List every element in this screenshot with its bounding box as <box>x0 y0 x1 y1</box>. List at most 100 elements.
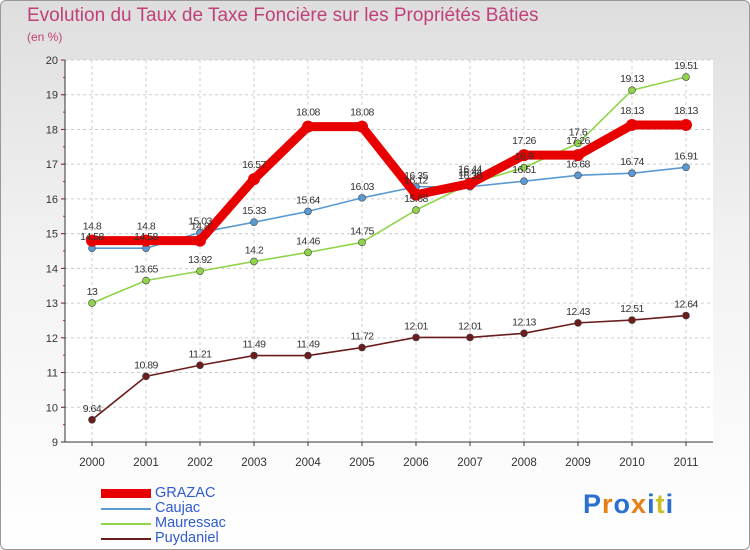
grid <box>65 59 713 442</box>
legend-label: Puydaniel <box>155 530 219 546</box>
data-label-mauressac: 14.2 <box>245 244 264 256</box>
data-point-caujac <box>574 171 582 180</box>
data-point-grazac <box>356 120 368 133</box>
data-label-grazac: 18.13 <box>674 105 698 117</box>
logo-letter: i <box>647 489 656 519</box>
y-tick-label: 19 <box>46 90 58 102</box>
data-point-caujac <box>304 207 312 216</box>
legend-label: GRAZAC <box>155 485 216 501</box>
legend-swatch <box>101 538 151 540</box>
data-label-mauressac: 17.6 <box>569 126 588 138</box>
y-tick-label: 18 <box>46 124 58 136</box>
legend-swatch <box>101 523 151 525</box>
data-label-puydaniel: 9.64 <box>83 403 102 415</box>
chart-title: Evolution du Taux de Taxe Foncière sur l… <box>27 5 539 26</box>
x-tick-label: 2004 <box>295 457 321 469</box>
y-tick-label: 16 <box>46 194 58 206</box>
legend-label: Mauressac <box>155 515 226 531</box>
data-point-caujac <box>250 218 258 226</box>
data-point-mauressac <box>520 163 528 172</box>
data-label-caujac: 14.58 <box>80 231 104 243</box>
axes: 9 10 11 12 13 14 15 16 17 18 19 20 2000 2001 2002 2003 2… <box>46 55 713 469</box>
data-label-puydaniel: 11.21 <box>189 348 213 360</box>
data-point-mauressac <box>142 276 150 285</box>
y-tick-label: 13 <box>46 298 58 310</box>
data-point-puydaniel <box>358 343 366 352</box>
data-label-puydaniel: 12.13 <box>512 316 536 328</box>
data-point-puydaniel <box>304 351 312 360</box>
data-label-puydaniel: 12.01 <box>458 320 482 332</box>
data-label-mauressac: 14.75 <box>350 225 374 237</box>
y-tick-label: 12 <box>46 333 58 345</box>
data-point-grazac <box>140 234 152 247</box>
data-point-mauressac <box>412 206 420 214</box>
x-tick-label: 2009 <box>565 457 591 469</box>
data-label-puydaniel: 11.49 <box>243 339 267 351</box>
data-point-mauressac <box>682 73 690 81</box>
data-label-mauressac: 16.9 <box>515 151 534 163</box>
series-line-puydaniel <box>91 314 687 421</box>
data-point-grazac <box>86 234 98 247</box>
data-label-grazac: 18.08 <box>350 107 374 119</box>
data-point-puydaniel <box>520 329 528 338</box>
proxiti-logo: Proxiti <box>583 489 674 520</box>
y-tick-label: 10 <box>46 402 58 414</box>
data-label-puydaniel: 12.51 <box>620 303 644 315</box>
data-labels: 9.64 10.89 11.21 11.49 11.49 11.72 12.01 12.01 1… <box>80 60 699 415</box>
logo-letter: o <box>613 489 632 519</box>
x-tick-label: 2002 <box>187 457 213 469</box>
data-label-grazac: 16.44 <box>458 164 482 176</box>
data-point-mauressac <box>628 86 636 95</box>
data-label-puydaniel: 10.89 <box>134 359 158 371</box>
data-label-caujac: 16.68 <box>566 158 590 170</box>
data-point-mauressac <box>358 238 366 247</box>
data-label-caujac: 16.74 <box>620 156 644 168</box>
legend-item-grazac: GRAZAC <box>101 485 301 501</box>
x-tick-label: 2000 <box>79 457 105 469</box>
series-line-caujac <box>91 166 687 250</box>
x-tick-label: 2007 <box>457 457 483 469</box>
data-point-puydaniel <box>88 415 96 424</box>
x-tick-label: 2006 <box>403 457 429 469</box>
data-point-grazac <box>626 118 638 131</box>
series-layer <box>86 73 692 424</box>
data-label-puydaniel: 11.49 <box>297 339 321 351</box>
data-label-grazac: 14.8 <box>83 221 102 233</box>
data-label-puydaniel: 12.01 <box>404 320 428 332</box>
legend-item-puydaniel: Puydaniel <box>101 530 301 546</box>
data-label-caujac: 14.58 <box>134 231 158 243</box>
data-label-caujac: 15.03 <box>188 216 212 228</box>
data-label-grazac: 17.26 <box>512 135 536 147</box>
data-label-grazac: 16.57 <box>242 159 266 171</box>
chart-subtitle: (en %) <box>27 30 63 44</box>
data-label-caujac: 16.51 <box>512 164 536 176</box>
data-label-mauressac: 19.13 <box>620 73 644 85</box>
legend-label: Caujac <box>155 500 201 516</box>
data-label-caujac: 16.91 <box>674 150 698 162</box>
data-point-caujac <box>628 169 636 178</box>
legend: GRAZAC Caujac Mauressac Puydaniel <box>101 485 301 546</box>
data-label-mauressac: 19.51 <box>674 60 698 72</box>
data-point-puydaniel <box>628 316 636 324</box>
data-label-grazac: 18.13 <box>620 105 644 117</box>
data-label-grazac: 16.12 <box>404 175 428 187</box>
data-label-puydaniel: 12.64 <box>674 299 698 311</box>
logo-letter: i <box>665 489 675 519</box>
data-label-caujac: 16.35 <box>404 170 428 182</box>
data-point-puydaniel <box>574 319 582 327</box>
data-point-mauressac <box>304 248 312 257</box>
plot-area <box>65 60 713 442</box>
data-label-caujac: 16.35 <box>458 170 482 182</box>
data-label-caujac: 15.33 <box>242 205 266 217</box>
data-point-mauressac <box>88 299 96 307</box>
x-tick-label: 2008 <box>511 457 537 469</box>
data-point-grazac <box>518 149 530 162</box>
data-point-mauressac <box>574 139 582 148</box>
data-label-puydaniel: 11.72 <box>351 331 375 343</box>
logo-letter: P <box>583 489 603 519</box>
data-label-grazac: 14.8 <box>137 221 156 233</box>
logo-letter: x <box>631 489 648 519</box>
series-line-mauressac <box>91 76 687 304</box>
data-point-caujac <box>358 194 366 202</box>
